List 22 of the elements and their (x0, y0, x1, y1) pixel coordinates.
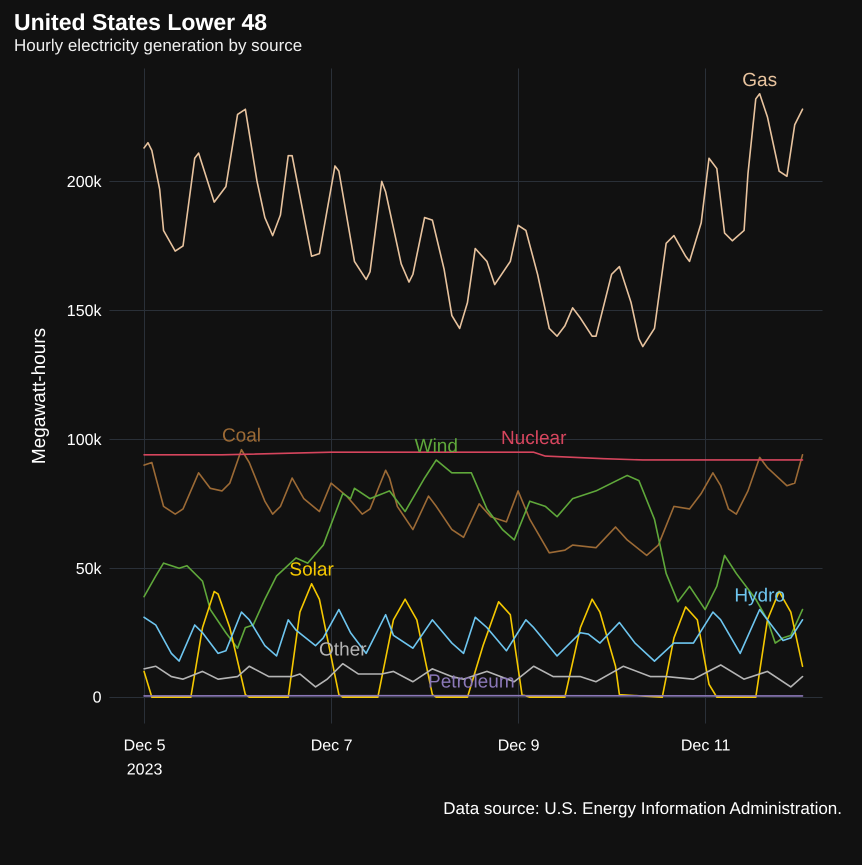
series-label: Solar (289, 560, 334, 581)
y-tick-label: 200k (66, 174, 102, 191)
series-label: Coal (222, 426, 262, 447)
chart-subtitle: Hourly electricity generation by source (14, 36, 302, 55)
line-series (143, 582, 804, 698)
x-tick-label: Dec 7 (310, 738, 353, 754)
x-tick-label: Dec 5 2023 (124, 738, 166, 778)
y-tick-label: 150k (66, 302, 102, 320)
x-tick-label: Dec 11 (680, 738, 730, 754)
y-tick-label: 50k (76, 560, 102, 578)
y-axis-title: Megawatt-hours (28, 328, 50, 464)
line-series (143, 608, 804, 662)
line-series (143, 92, 804, 348)
series-label: Nuclear (500, 428, 568, 450)
line-series (143, 662, 804, 688)
y-tick-label: 100k (66, 432, 102, 449)
line-series (143, 451, 804, 461)
y-tick-label: 0 (92, 690, 102, 707)
source-note: Data source: U.S. Energy Information Administration. (443, 799, 842, 818)
chart-title: United States Lower 48 (14, 9, 268, 35)
x-tick-label: Dec 9 (498, 738, 540, 754)
series-label: Gas (742, 70, 778, 91)
